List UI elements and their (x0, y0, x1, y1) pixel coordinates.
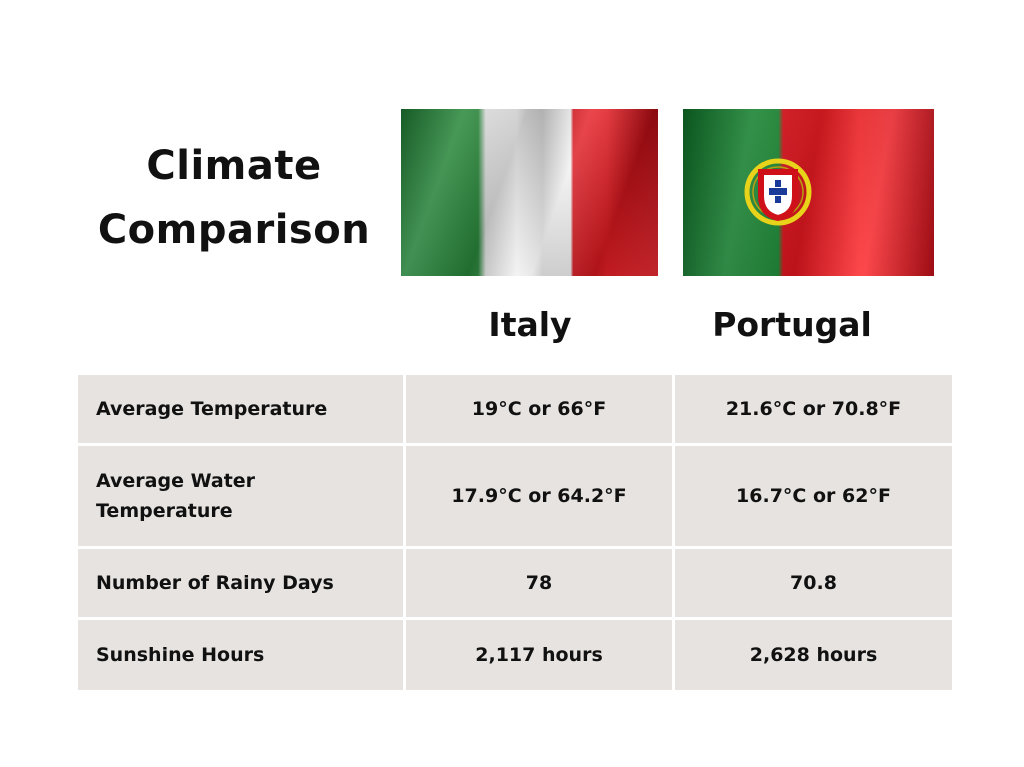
title-line-2: Comparison (97, 207, 371, 253)
climate-comparison-table: Average Temperature 19°C or 66°F 21.6°C … (78, 375, 952, 690)
row-label: Average Temperature (78, 375, 403, 443)
column-header-italy: Italy (488, 305, 572, 344)
page-title: Climate Comparison (84, 134, 384, 262)
row-label: Number of Rainy Days (78, 549, 403, 617)
column-header-portugal: Portugal (712, 305, 872, 344)
portugal-value: 21.6°C or 70.8°F (675, 375, 952, 443)
portugal-value: 2,628 hours (675, 620, 952, 690)
italy-value: 78 (406, 549, 672, 617)
portugal-value: 16.7°C or 62°F (675, 446, 952, 546)
row-label-text: Average Water Temperature (96, 470, 256, 522)
portugal-value: 70.8 (675, 549, 952, 617)
italy-value: 19°C or 66°F (406, 375, 672, 443)
italy-value: 2,117 hours (406, 620, 672, 690)
portugal-coat-of-arms-icon (744, 158, 812, 226)
portugal-flag-image (683, 109, 934, 276)
italy-value: 17.9°C or 64.2°F (406, 446, 672, 546)
row-label: Sunshine Hours (78, 620, 403, 690)
row-label: Average Water Temperature (78, 446, 403, 546)
italy-flag-image (401, 109, 658, 276)
title-line-1: Climate (146, 143, 322, 189)
